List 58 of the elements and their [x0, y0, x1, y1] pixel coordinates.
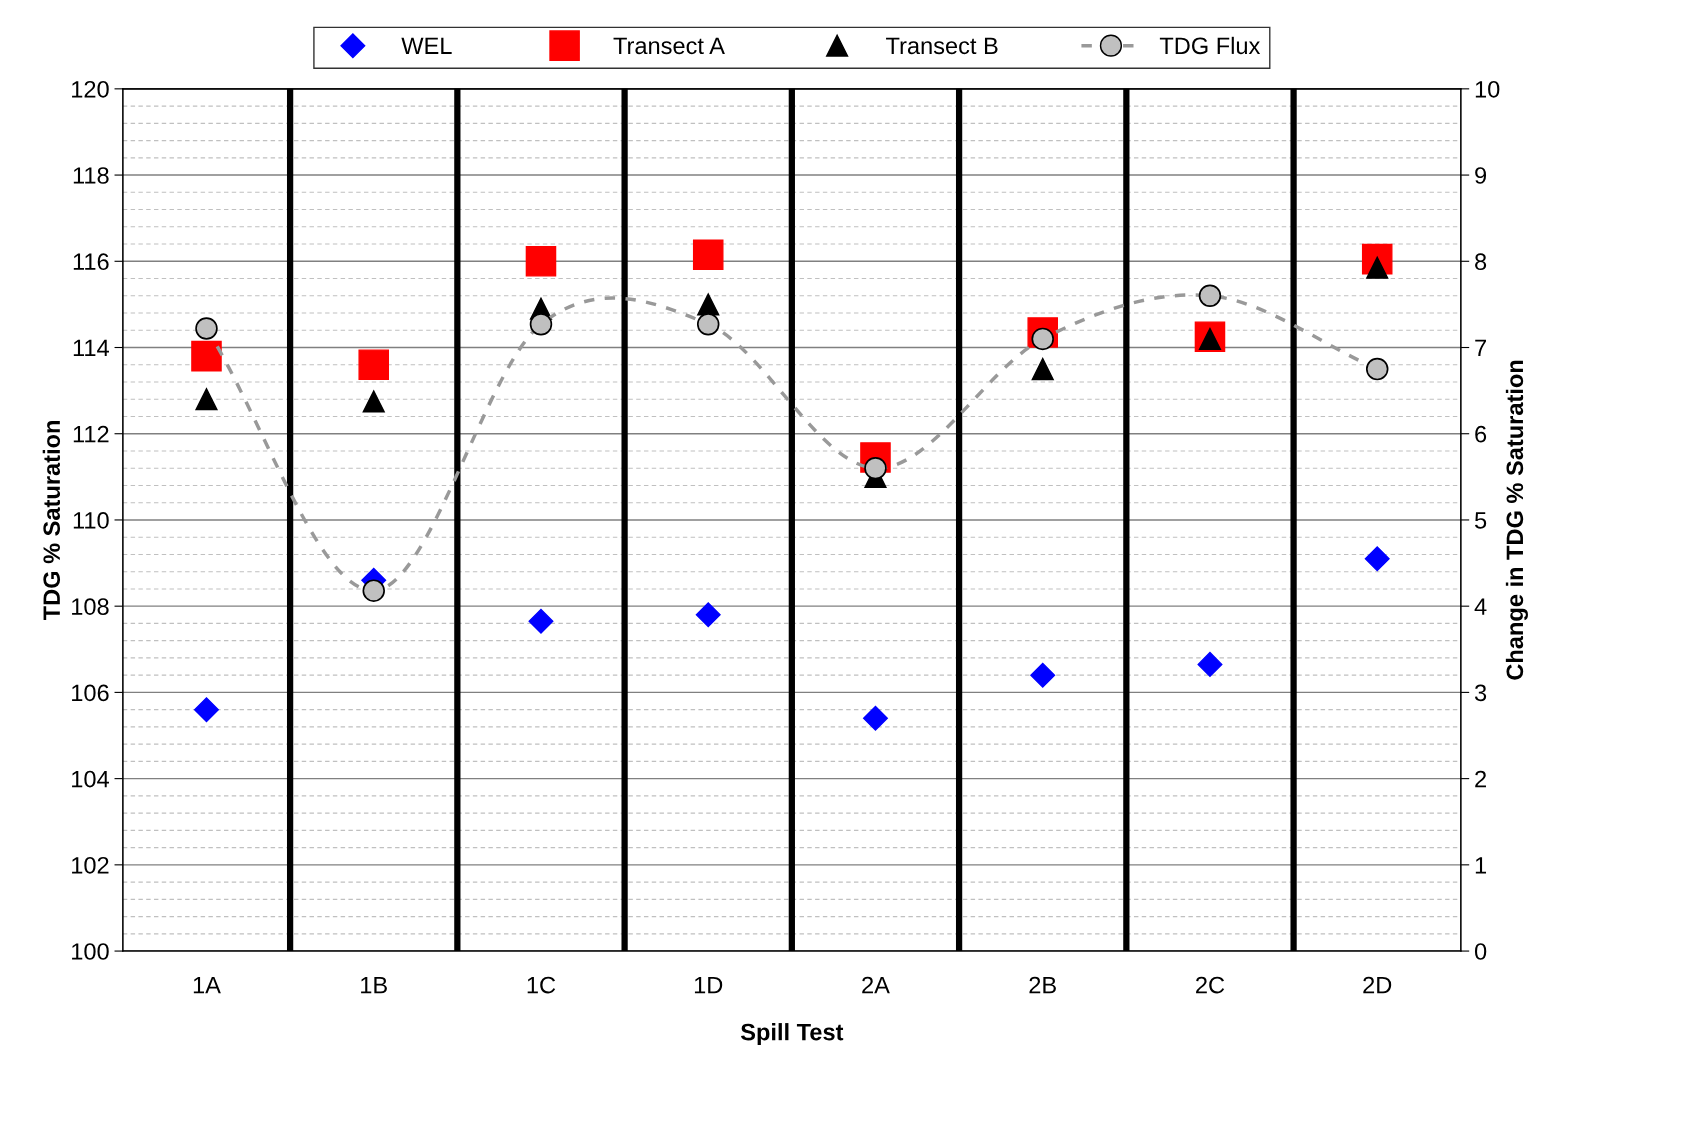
y2-tick-label: 8 — [1475, 253, 1487, 271]
point — [191, 340, 222, 372]
y-tick-label: 120 — [72, 80, 109, 98]
point — [529, 312, 553, 336]
point — [696, 312, 720, 336]
point — [525, 246, 557, 277]
point — [528, 608, 554, 634]
x-tick-label: 1B — [361, 976, 387, 994]
y-axis-title: TDG % Saturation — [42, 421, 61, 621]
x-tick-label: 2D — [1363, 976, 1392, 994]
point — [195, 317, 218, 340]
x-tick-label: 2A — [862, 976, 890, 994]
point — [1030, 662, 1056, 688]
y-tick-label: 112 — [73, 425, 109, 443]
y-tick-label: 100 — [72, 943, 109, 960]
y2-tick-label: 9 — [1475, 167, 1487, 184]
y2-tick-label: 1 — [1475, 857, 1487, 874]
y2-tick-label: 6 — [1475, 425, 1487, 443]
x-tick-label: 1A — [193, 976, 221, 994]
legend-label: WEL — [401, 37, 452, 54]
y2-tick-label: 2 — [1475, 770, 1486, 788]
y2-tick-label: 5 — [1474, 512, 1487, 529]
legend-label: Transect A — [613, 37, 725, 55]
point — [1364, 546, 1390, 572]
point — [362, 390, 385, 413]
y-tick-label: 110 — [73, 512, 109, 529]
y-tick-label: 106 — [72, 684, 109, 702]
y2-tick-label: 10 — [1475, 80, 1500, 98]
point — [1197, 651, 1223, 677]
y-tick-label: 118 — [73, 167, 109, 184]
y-tick-label: 108 — [72, 598, 109, 615]
legend-label: Transect B — [886, 37, 998, 55]
y-tick-label: 102 — [72, 856, 109, 874]
point — [1198, 284, 1222, 308]
point — [692, 239, 724, 271]
y-tick-label: 104 — [72, 770, 109, 788]
y2-tick-label: 7 — [1475, 339, 1486, 357]
point — [862, 705, 888, 731]
point — [358, 349, 390, 381]
y2-tick-label: 3 — [1474, 684, 1487, 702]
y2-tick-label: 4 — [1474, 598, 1487, 615]
point — [1365, 357, 1389, 381]
x-axis-title: Spill Test — [740, 1023, 844, 1046]
point — [195, 388, 218, 411]
x-tick-label: 2C — [1196, 976, 1225, 994]
y-tick-label: 116 — [73, 253, 109, 271]
x-tick-label: 1C — [527, 976, 556, 994]
point — [194, 697, 219, 723]
point — [697, 293, 720, 316]
point — [695, 602, 721, 628]
x-tick-label: 2B — [1029, 976, 1056, 994]
x-tick-label: 1D — [694, 976, 723, 994]
y2-tick-label: 0 — [1474, 943, 1487, 960]
y2-axis-title: Change in TDG % Saturation — [1505, 360, 1528, 680]
y-tick-label: 114 — [73, 339, 109, 357]
legend-label: TDG Flux — [1159, 36, 1261, 55]
point — [1031, 357, 1054, 381]
point — [362, 579, 385, 602]
